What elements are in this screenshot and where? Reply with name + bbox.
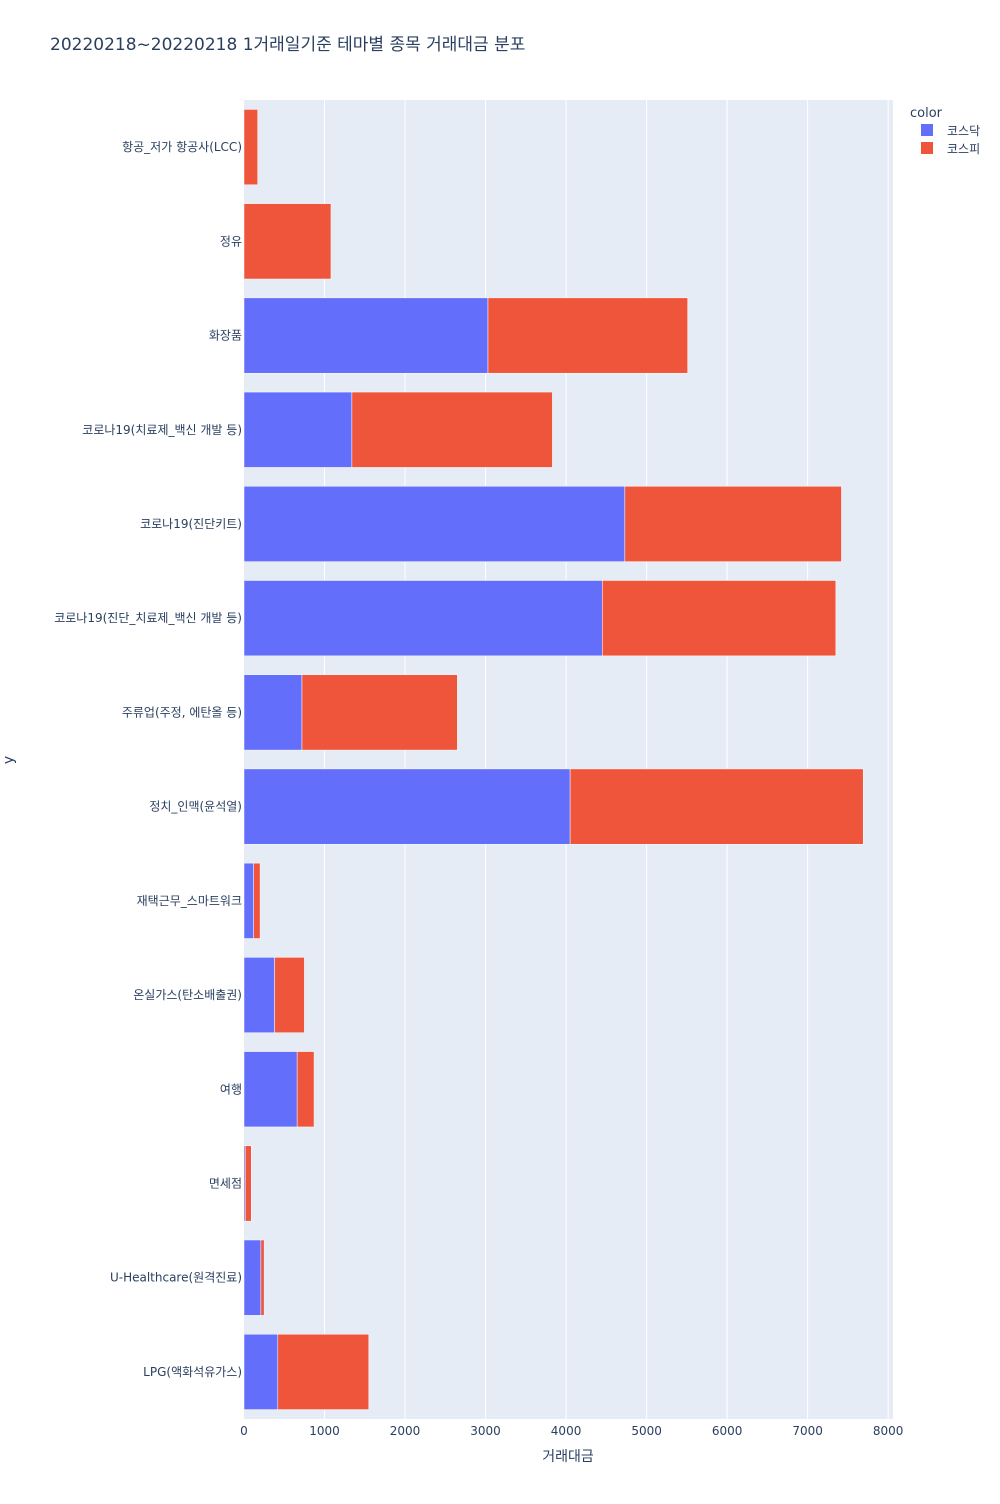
bar-kospi[interactable] bbox=[243, 109, 258, 186]
x-tick-label: 6000 bbox=[712, 1424, 743, 1438]
bar-kospi[interactable] bbox=[602, 580, 837, 657]
bar-kosdaq[interactable] bbox=[243, 297, 489, 374]
x-axis-ticks: 0 1000 2000 3000 4000 5000 6000 7000 8000 bbox=[240, 1424, 903, 1438]
y-tick-label: 코로나19(치료제_백신 개발 등) bbox=[82, 423, 242, 437]
bar-kospi[interactable] bbox=[260, 1239, 265, 1316]
bar-kosdaq[interactable] bbox=[243, 486, 626, 562]
y-tick-label: U-Healthcare(원격진료) bbox=[110, 1271, 242, 1285]
x-tick-label: 5000 bbox=[631, 1424, 662, 1438]
x-tick-label: 4000 bbox=[551, 1424, 582, 1438]
bar-kospi[interactable] bbox=[301, 674, 458, 751]
y-tick-label: 정유 bbox=[220, 234, 242, 248]
bar-kosdaq[interactable] bbox=[243, 580, 603, 657]
chart-title: 20220218~20220218 1거래일기준 테마별 종목 거래대금 분포 bbox=[50, 35, 525, 55]
legend-label[interactable]: 코스피 bbox=[947, 142, 980, 156]
bar-kospi[interactable] bbox=[274, 957, 305, 1033]
bar-kosdaq[interactable] bbox=[243, 1051, 298, 1128]
x-tick-label: 2000 bbox=[390, 1424, 421, 1438]
x-tick-label: 7000 bbox=[792, 1424, 823, 1438]
y-tick-label: 주류업(주정, 에탄올 등) bbox=[122, 705, 242, 719]
bar-kosdaq[interactable] bbox=[243, 768, 571, 845]
bar-kospi[interactable] bbox=[253, 862, 261, 939]
y-axis-label: y bbox=[1, 756, 17, 764]
y-tick-label: 면세점 bbox=[209, 1176, 242, 1190]
bar-kospi[interactable] bbox=[624, 486, 842, 562]
bars bbox=[243, 109, 864, 1410]
x-tick-label: 0 bbox=[240, 1424, 248, 1438]
bar-kosdaq[interactable] bbox=[243, 391, 353, 468]
bar-kosdaq[interactable] bbox=[243, 1239, 262, 1316]
bar-kosdaq[interactable] bbox=[243, 957, 275, 1033]
x-axis-label: 거래대금 bbox=[542, 1449, 594, 1465]
bar-kospi[interactable] bbox=[244, 1145, 252, 1222]
bar-kosdaq[interactable] bbox=[243, 1333, 279, 1410]
bar-kosdaq[interactable] bbox=[243, 674, 303, 751]
y-tick-label: 재택근무_스마트워크 bbox=[137, 894, 242, 908]
y-tick-label: 화장품 bbox=[209, 329, 242, 343]
y-tick-label: LPG(액화석유가스) bbox=[143, 1365, 242, 1379]
x-tick-label: 3000 bbox=[470, 1424, 501, 1438]
legend-swatch-kosdaq[interactable] bbox=[921, 124, 933, 136]
bar-kosdaq[interactable] bbox=[243, 862, 254, 939]
y-tick-label: 항공_저가 항공사(LCC) bbox=[122, 140, 242, 154]
y-tick-label: 정치_인맥(윤석열) bbox=[149, 800, 242, 814]
y-tick-label: 코로나19(진단키트) bbox=[140, 517, 242, 531]
bar-kospi[interactable] bbox=[351, 391, 553, 468]
y-tick-label: 온실가스(탄소배출권) bbox=[133, 988, 242, 1002]
bar-kospi[interactable] bbox=[277, 1333, 370, 1410]
y-tick-label: 여행 bbox=[220, 1081, 242, 1096]
legend-title: color bbox=[910, 106, 943, 121]
x-tick-label: 1000 bbox=[309, 1424, 340, 1438]
legend-label[interactable]: 코스닥 bbox=[947, 124, 980, 138]
bar-kospi[interactable] bbox=[243, 203, 332, 280]
x-tick-label: 8000 bbox=[873, 1424, 904, 1438]
bar-kospi[interactable] bbox=[569, 768, 864, 845]
bar-kospi[interactable] bbox=[296, 1051, 315, 1128]
legend-swatch-kospi[interactable] bbox=[921, 142, 933, 154]
y-tick-label: 코로나19(진단_치료제_백신 개발 등) bbox=[54, 611, 242, 625]
bar-kospi[interactable] bbox=[487, 297, 688, 374]
